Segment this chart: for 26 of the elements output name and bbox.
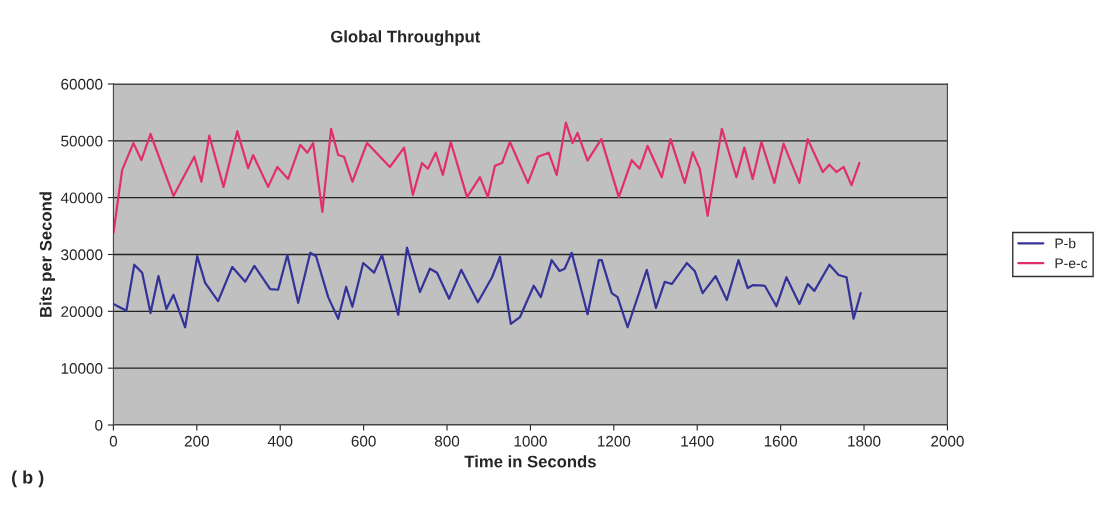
x-tick-label: 1000 <box>514 435 547 447</box>
x-axis-title: Time in Seconds <box>464 455 596 468</box>
chart-title: Global Throughput <box>331 30 481 46</box>
legend-label: P-e-c <box>1055 258 1088 269</box>
y-tick-label: 60000 <box>61 78 103 90</box>
y-axis-title: Bits per Second <box>39 192 55 317</box>
x-tick-label: 1400 <box>681 435 714 447</box>
x-tick-label: 0 <box>109 435 118 447</box>
y-tick-label: 0 <box>95 419 103 431</box>
y-tick-label: 40000 <box>60 192 103 204</box>
x-tick-label: 400 <box>267 435 293 447</box>
x-tick-label: 600 <box>351 435 376 447</box>
text: ( b ) <box>12 470 44 488</box>
y-tick-label: 10000 <box>61 363 103 374</box>
line-series <box>113 121 861 235</box>
line-series <box>113 246 862 329</box>
x-tick-label: 1800 <box>848 435 881 447</box>
x-tick-label: 200 <box>184 435 209 447</box>
y-tick-label: 30000 <box>61 249 103 261</box>
x-tick-label: 1200 <box>598 435 631 447</box>
x-tick-label: 2000 <box>931 435 964 447</box>
x-tick-label: 1600 <box>764 435 798 447</box>
x-tick-label: 800 <box>434 435 460 447</box>
legend-label: P-b <box>1055 238 1076 249</box>
y-tick-label: 20000 <box>61 306 103 318</box>
y-tick-label: 50000 <box>61 135 103 147</box>
